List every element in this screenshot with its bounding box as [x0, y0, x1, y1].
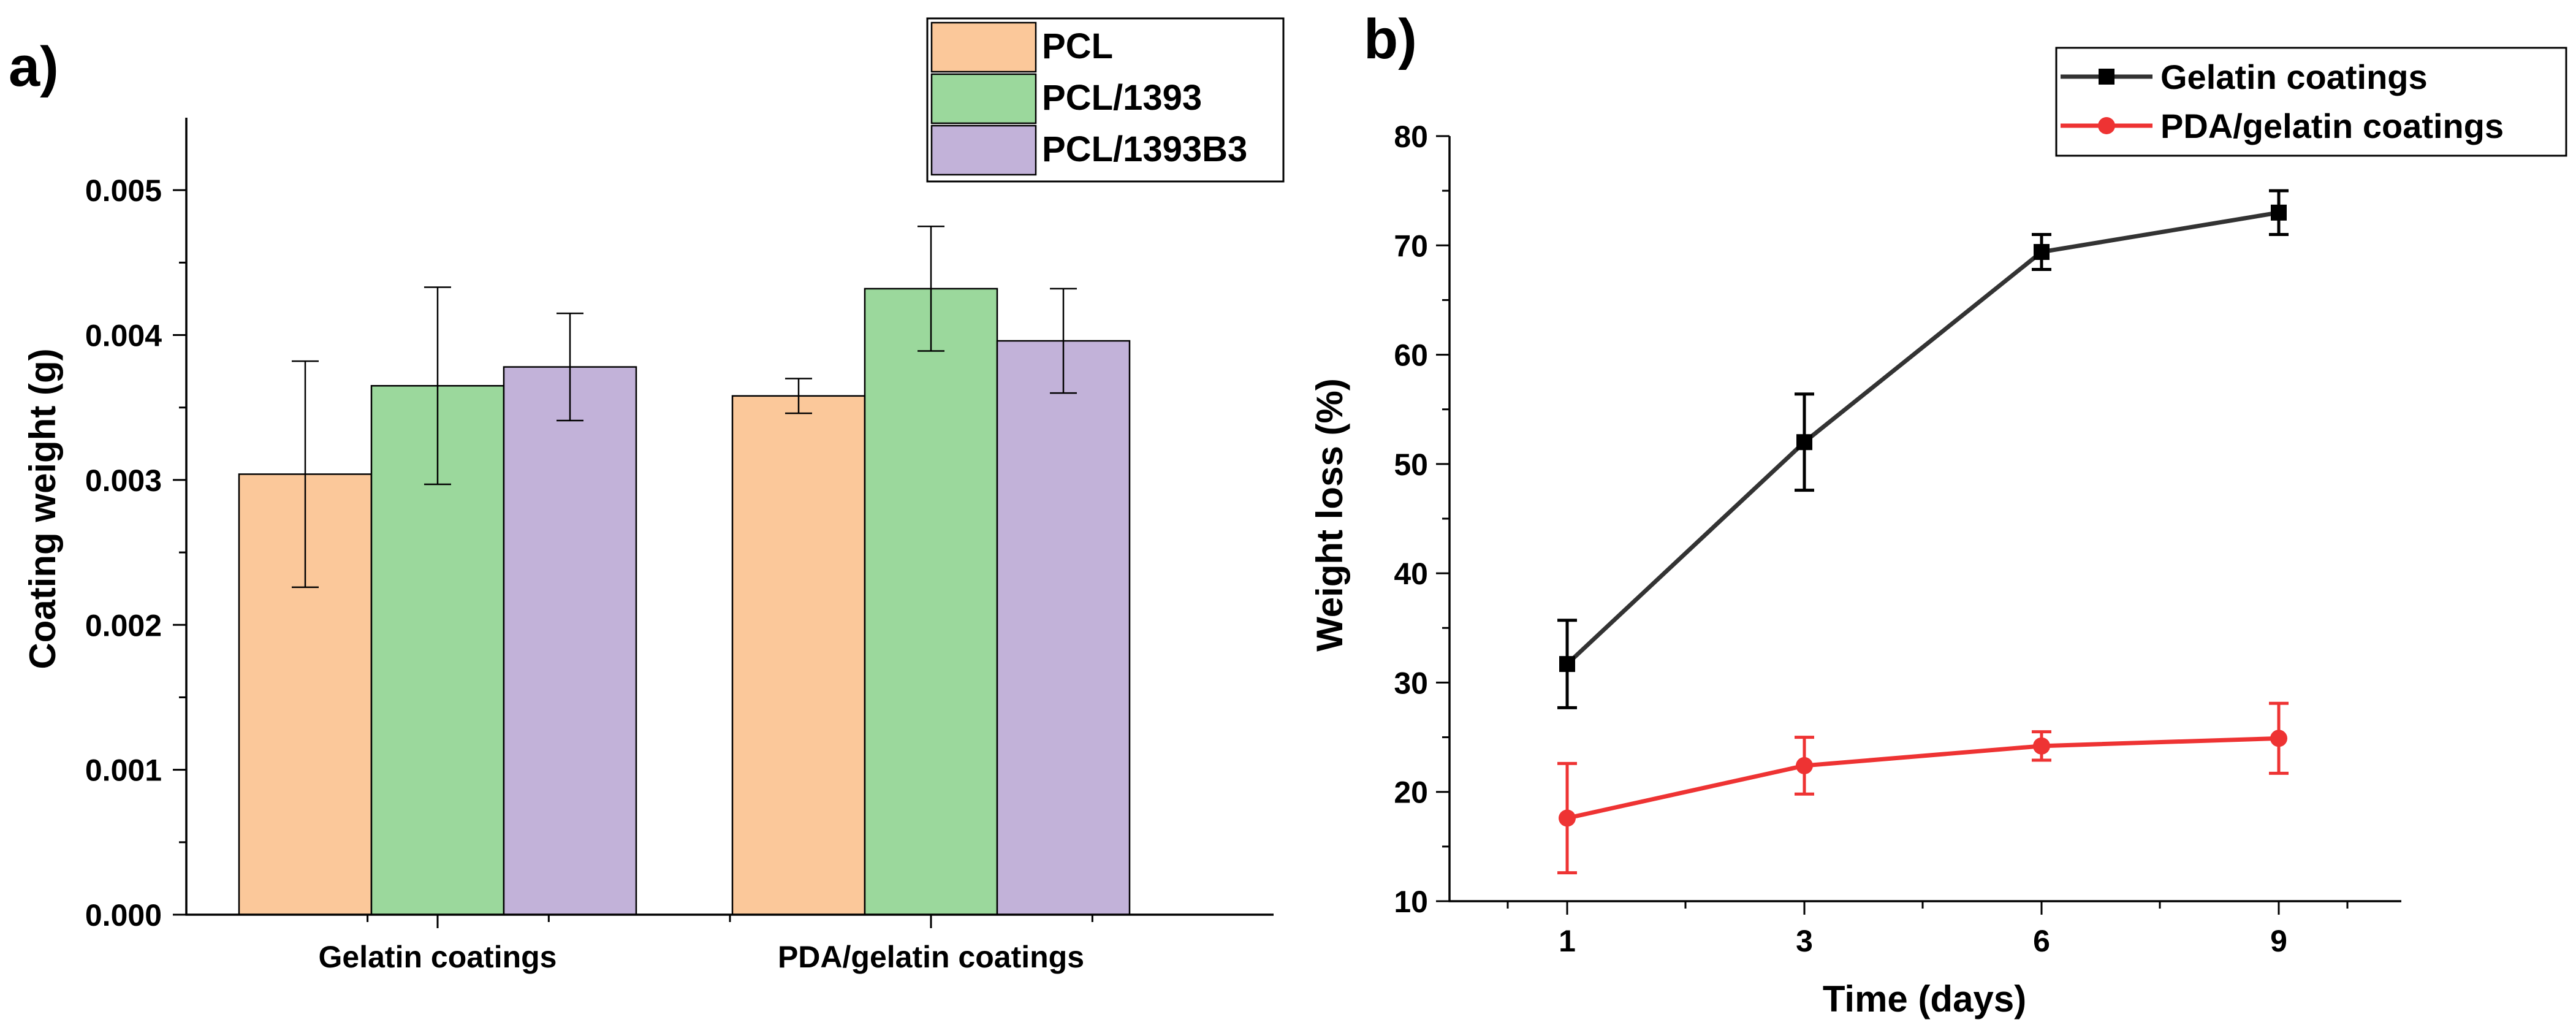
legend-label: Gelatin coatings [2160, 58, 2428, 96]
x-tick-label: 1 [1559, 924, 1576, 958]
data-point-square [2271, 204, 2287, 221]
legend-label: PCL/1393 [1042, 78, 1202, 118]
y-tick-label: 60 [1394, 338, 1428, 373]
x-tick-label: PDA/gelatin coatings [778, 940, 1084, 974]
y-tick-label: 0.005 [85, 173, 162, 208]
x-tick-label: 9 [2270, 924, 2287, 958]
legend-swatch-pcl-1393b3 [930, 124, 1037, 176]
x-tick-label: 6 [2033, 924, 2050, 958]
data-point-square [1796, 434, 1812, 451]
bar-pcl-1393b3-0 [503, 366, 637, 916]
data-point-square [1559, 656, 1575, 673]
data-point-circle [1796, 757, 1813, 774]
legend-marker-square [2099, 69, 2114, 85]
y-tick-label: 0.003 [85, 463, 162, 498]
panel-a-bar-chart: a) Gelatin coatings PDA/gelatin coatings 0… [9, 17, 1285, 974]
y-tick-label: 0.000 [85, 898, 162, 932]
data-point-square [2034, 243, 2050, 260]
y-tick-label: 40 [1394, 557, 1428, 591]
legend-label: PDA/gelatin coatings [2160, 107, 2504, 145]
series-line-1 [1567, 736, 2279, 820]
bar-pcl-1393b3-1 [996, 340, 1131, 916]
y-tick-label: 30 [1394, 666, 1428, 700]
data-point-circle [2270, 730, 2287, 747]
panel-b-legend: Gelatin coatings PDA/gelatin coatings [2055, 47, 2567, 157]
panel-a-y-axis-label: Coating weight (g) [22, 348, 63, 669]
legend-swatch-pcl-1393 [930, 73, 1037, 124]
y-tick-label: 10 [1394, 885, 1428, 919]
data-point-circle [1559, 809, 1576, 827]
legend-label: PCL [1042, 26, 1113, 66]
bar-pcl-1 [731, 395, 866, 916]
data-point-circle [2033, 737, 2050, 755]
x-tick-label: Gelatin coatings [319, 940, 557, 974]
y-tick-label: 0.001 [85, 753, 162, 788]
panel-b-label: b) [1364, 8, 1417, 71]
panel-b-y-axis-label: Weight loss (%) [1309, 378, 1350, 652]
y-tick-label: 0.004 [85, 319, 162, 353]
bar-pcl-1393-1 [864, 288, 998, 916]
panel-a-label: a) [9, 36, 59, 98]
legend-swatch-pcl [930, 21, 1037, 73]
y-tick-label: 80 [1394, 120, 1428, 154]
series-line-0 [1565, 210, 2279, 666]
y-tick-label: 50 [1394, 448, 1428, 482]
legend-marker-circle [2098, 117, 2115, 134]
x-tick-label: 3 [1796, 924, 1813, 958]
panel-b-legend-box [2055, 47, 2567, 157]
y-tick-label: 0.002 [85, 608, 162, 642]
y-tick-label: 20 [1394, 776, 1428, 810]
panel-b-x-axis-label: Time (days) [1823, 978, 2026, 1020]
y-tick-label: 70 [1394, 229, 1428, 263]
panel-a-legend: PCL PCL/1393 PCL/1393B3 [926, 17, 1285, 183]
legend-label: PCL/1393B3 [1042, 129, 1247, 169]
